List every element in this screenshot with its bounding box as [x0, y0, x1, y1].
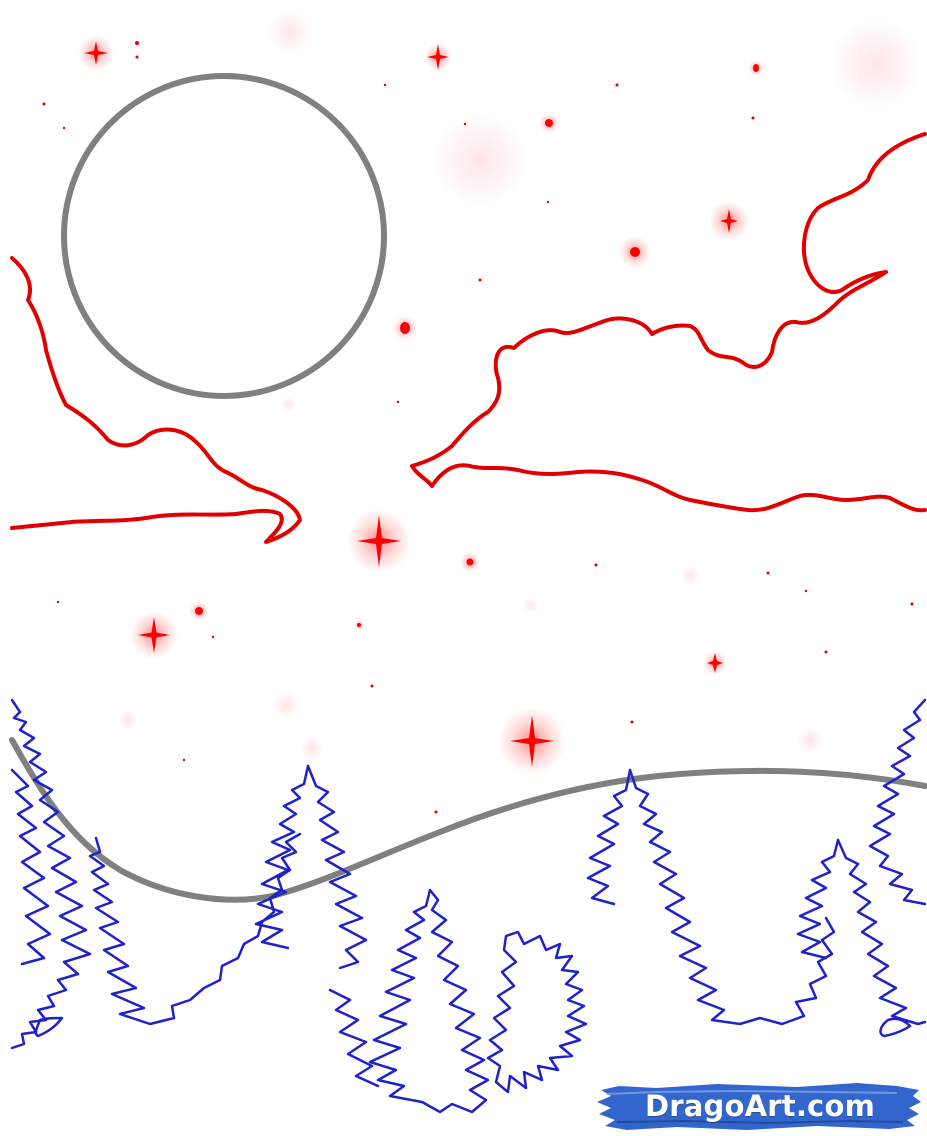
- dot-star-icon: [463, 122, 467, 126]
- sparkle-star-icon: [130, 611, 178, 659]
- sparkle-stars: [78, 35, 749, 775]
- dot-star-icon: [619, 236, 651, 268]
- pine-tree-outline: [796, 838, 840, 960]
- watermark-brush-background: [597, 1083, 921, 1130]
- dot-star-icon: [383, 83, 387, 87]
- moon-outline: [61, 73, 387, 399]
- dot-star-icon: [615, 83, 619, 87]
- dot-star-icon: [396, 400, 400, 404]
- left-cloud-outline: [10, 256, 302, 544]
- dot-stars: [42, 41, 914, 814]
- dot-star-icon: [135, 55, 139, 59]
- dot-star-icon: [630, 720, 634, 724]
- dot-star-icon: [460, 552, 480, 572]
- watermark-text: DragoArt.com: [645, 1089, 875, 1123]
- dot-star-icon: [354, 620, 364, 630]
- pine-tree-outline: [88, 832, 302, 1026]
- background-glows: [118, 10, 922, 760]
- sparkle-star-icon: [703, 651, 727, 675]
- pine-tree-outline: [10, 698, 92, 1050]
- pine-tree-outline: [628, 768, 836, 1026]
- dot-star-icon: [189, 601, 209, 621]
- dot-star-icon: [211, 635, 215, 639]
- dot-star-icon: [135, 41, 139, 45]
- dot-star-icon: [804, 589, 808, 593]
- dragoart-watermark: DragoArt.com: [597, 1080, 923, 1132]
- dot-star-icon: [478, 278, 482, 282]
- dot-star-icon: [766, 571, 770, 575]
- sparkle-star-icon: [78, 35, 114, 71]
- dot-star-icon: [434, 810, 438, 814]
- hill-line: [9, 737, 927, 903]
- pine-tree-outline: [368, 888, 490, 1114]
- pine-tree-outline: [306, 764, 368, 970]
- pine-tree-outline: [10, 768, 52, 966]
- tree-trunk-outline: [34, 1016, 64, 1038]
- dot-star-icon: [182, 758, 186, 762]
- dot-star-icon: [751, 116, 755, 120]
- pine-tree-outline: [328, 988, 380, 1088]
- dot-star-icon: [393, 316, 417, 340]
- dot-star-icon: [594, 563, 598, 567]
- tree-trunk-outline: [879, 1017, 912, 1038]
- pine-tree-outline: [486, 930, 588, 1094]
- sparkle-star-icon: [347, 509, 411, 573]
- sparkle-star-icon: [424, 43, 452, 71]
- dot-star-icon: [748, 60, 764, 76]
- dot-star-icon: [42, 102, 46, 106]
- pine-tree-outline: [836, 838, 927, 1026]
- trees: [10, 698, 927, 1114]
- pine-tree-outline: [868, 698, 927, 906]
- dot-star-icon: [62, 126, 66, 130]
- dot-star-icon: [824, 650, 828, 654]
- sparkle-star-icon: [709, 201, 749, 241]
- sparkle-star-icon: [498, 707, 566, 775]
- pine-tree-outline: [254, 764, 310, 950]
- dot-star-icon: [370, 684, 374, 688]
- dot-star-icon: [539, 113, 559, 133]
- pine-tree-outline: [586, 768, 632, 906]
- dot-star-icon: [546, 200, 550, 204]
- right-cloud-outline: [410, 132, 927, 513]
- dot-star-icon: [56, 600, 60, 604]
- dot-star-icon: [910, 602, 914, 606]
